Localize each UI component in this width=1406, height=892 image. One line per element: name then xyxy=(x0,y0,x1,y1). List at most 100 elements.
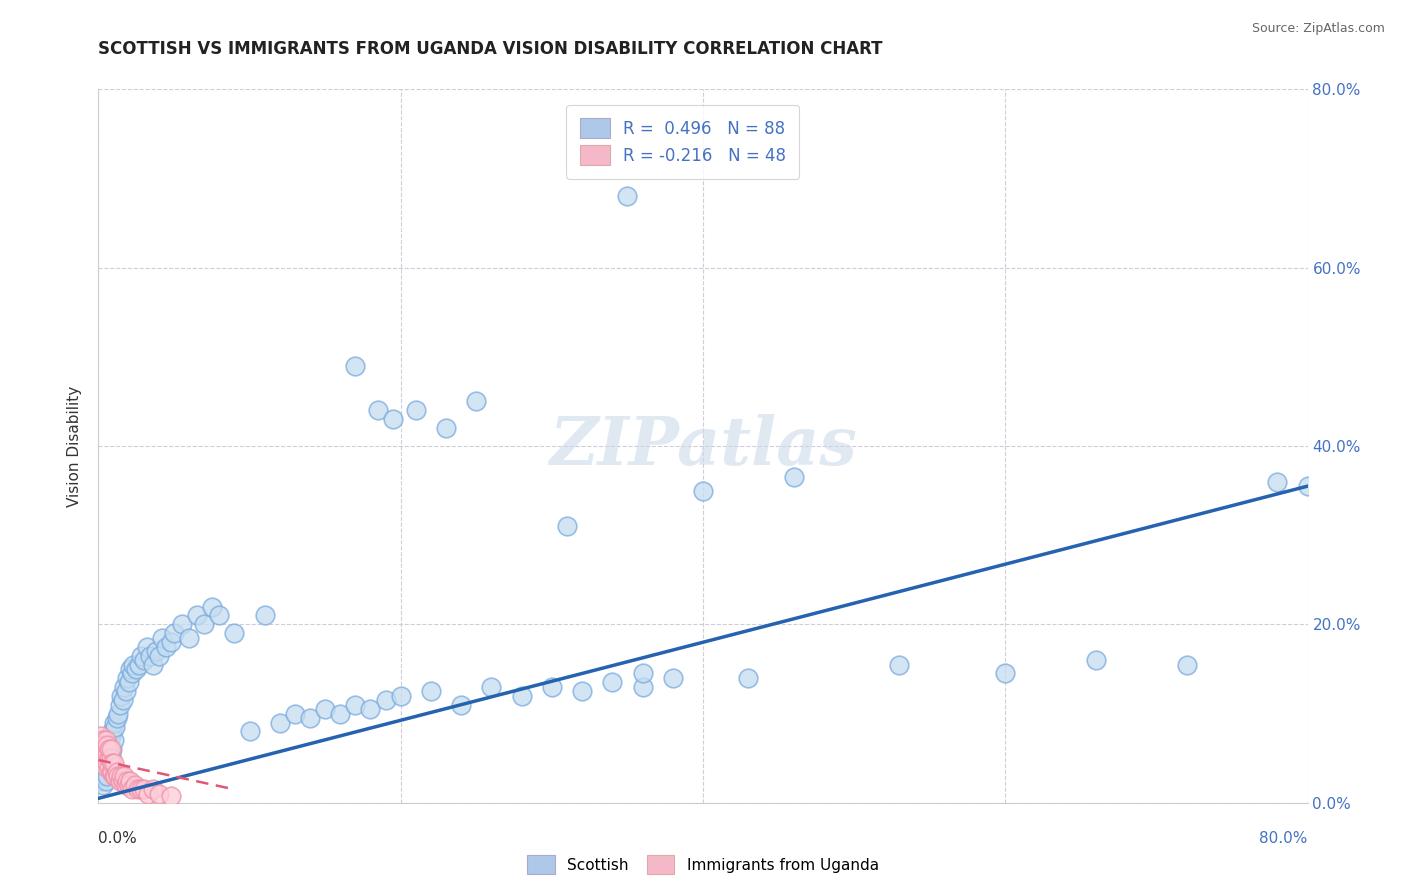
Point xyxy=(329,706,352,721)
Point xyxy=(105,711,128,725)
Point xyxy=(783,470,806,484)
Point xyxy=(124,778,146,792)
Point xyxy=(103,733,125,747)
Point xyxy=(100,751,122,765)
Point xyxy=(94,773,117,788)
Point xyxy=(94,733,117,747)
Point xyxy=(389,689,412,703)
Point xyxy=(91,742,114,756)
Point xyxy=(160,789,183,803)
Point xyxy=(163,626,186,640)
Point xyxy=(139,648,162,663)
Point xyxy=(91,760,114,774)
Point xyxy=(96,769,118,783)
Point xyxy=(269,715,291,730)
Point xyxy=(120,773,142,788)
Point xyxy=(382,412,405,426)
Point xyxy=(132,782,155,797)
Point xyxy=(89,742,111,756)
Point xyxy=(122,657,145,672)
Point xyxy=(101,742,124,756)
Point xyxy=(111,693,134,707)
Point xyxy=(94,742,117,756)
Point xyxy=(208,608,231,623)
Point xyxy=(100,747,122,761)
Point xyxy=(186,608,208,623)
Point xyxy=(114,684,136,698)
Point xyxy=(540,680,562,694)
Point xyxy=(737,671,759,685)
Point xyxy=(994,666,1017,681)
Point xyxy=(114,778,136,792)
Point xyxy=(98,760,121,774)
Point xyxy=(121,782,143,797)
Point xyxy=(405,403,427,417)
Text: 80.0%: 80.0% xyxy=(1260,831,1308,847)
Point xyxy=(481,680,503,694)
Point xyxy=(420,684,443,698)
Point xyxy=(112,680,135,694)
Point xyxy=(1175,657,1198,672)
Point xyxy=(128,657,150,672)
Point xyxy=(120,662,142,676)
Point xyxy=(129,648,152,663)
Point xyxy=(1296,479,1319,493)
Point xyxy=(108,773,131,788)
Point xyxy=(510,689,533,703)
Point xyxy=(118,778,141,792)
Point xyxy=(89,733,111,747)
Point xyxy=(115,773,138,788)
Point xyxy=(125,662,148,676)
Point xyxy=(112,769,135,783)
Point xyxy=(434,421,457,435)
Point xyxy=(104,720,127,734)
Point xyxy=(100,729,122,743)
Point xyxy=(132,653,155,667)
Text: 0.0%: 0.0% xyxy=(98,831,138,847)
Point xyxy=(101,756,124,770)
Point xyxy=(299,711,322,725)
Point xyxy=(103,769,125,783)
Point xyxy=(98,751,121,765)
Point xyxy=(631,666,654,681)
Point xyxy=(98,742,121,756)
Point xyxy=(93,769,115,783)
Point xyxy=(465,394,488,409)
Point xyxy=(91,747,114,761)
Point xyxy=(1267,475,1289,489)
Text: Source: ZipAtlas.com: Source: ZipAtlas.com xyxy=(1251,22,1385,36)
Point xyxy=(90,751,112,765)
Point xyxy=(555,519,578,533)
Point xyxy=(129,782,152,797)
Point xyxy=(98,760,121,774)
Point xyxy=(110,769,132,783)
Point xyxy=(344,698,367,712)
Point xyxy=(631,680,654,694)
Point xyxy=(1085,653,1108,667)
Point xyxy=(571,684,593,698)
Point xyxy=(889,657,911,672)
Point xyxy=(96,756,118,770)
Point xyxy=(115,671,138,685)
Point xyxy=(179,631,201,645)
Y-axis label: Vision Disability: Vision Disability xyxy=(67,385,83,507)
Point xyxy=(94,760,117,774)
Point xyxy=(111,773,134,788)
Point xyxy=(127,782,149,797)
Point xyxy=(344,359,367,373)
Point xyxy=(118,675,141,690)
Point xyxy=(91,733,114,747)
Point xyxy=(360,702,382,716)
Point xyxy=(150,631,173,645)
Point xyxy=(135,640,157,654)
Point xyxy=(101,764,124,779)
Point xyxy=(142,782,165,797)
Point xyxy=(100,742,122,756)
Point xyxy=(94,747,117,761)
Point xyxy=(90,738,112,752)
Point xyxy=(98,742,121,756)
Point xyxy=(96,756,118,770)
Legend: Scottish, Immigrants from Uganda: Scottish, Immigrants from Uganda xyxy=(522,849,884,880)
Point xyxy=(284,706,307,721)
Point xyxy=(692,483,714,498)
